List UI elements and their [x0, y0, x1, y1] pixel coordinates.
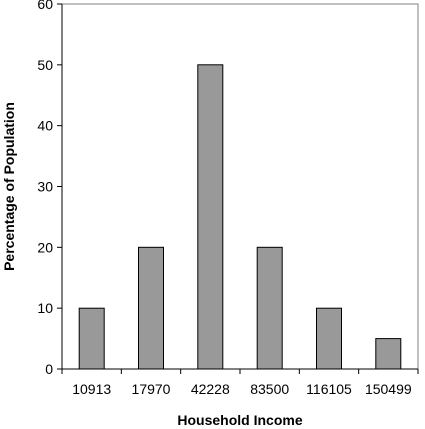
x-tick-label-150499: 150499 — [365, 381, 412, 397]
x-tick-label-10913: 10913 — [72, 381, 111, 397]
x-tick-label-116105: 116105 — [306, 381, 352, 397]
bar-116105 — [316, 307, 342, 370]
y-tick-label-60: 60 — [37, 0, 53, 12]
y-tick-label-10: 10 — [37, 300, 53, 316]
x-tick-label-83500: 83500 — [250, 381, 289, 397]
bar-10913 — [78, 307, 105, 370]
y-tick-label-40: 40 — [37, 118, 53, 134]
x-ticks-group: 10913 17970 42228 83500 116105 150499 — [61, 369, 419, 397]
y-tick-label-30: 30 — [37, 179, 53, 195]
y-tick-label-20: 20 — [37, 239, 53, 255]
y-tick-label-0: 0 — [45, 361, 53, 377]
bar-42228 — [197, 64, 224, 370]
y-ticks-group: 0 10 20 30 40 50 60 — [37, 0, 62, 377]
x-axis-title: Household Income — [177, 412, 302, 428]
bar-17970 — [138, 246, 164, 370]
y-axis-title: Percentage of Population — [1, 102, 17, 271]
x-tick-label-17970: 17970 — [132, 381, 171, 397]
y-tick-label-50: 50 — [37, 57, 53, 73]
bar-83500 — [256, 246, 283, 370]
bar-150499 — [375, 338, 402, 370]
bars-group — [78, 64, 402, 370]
x-tick-label-42228: 42228 — [191, 381, 230, 397]
